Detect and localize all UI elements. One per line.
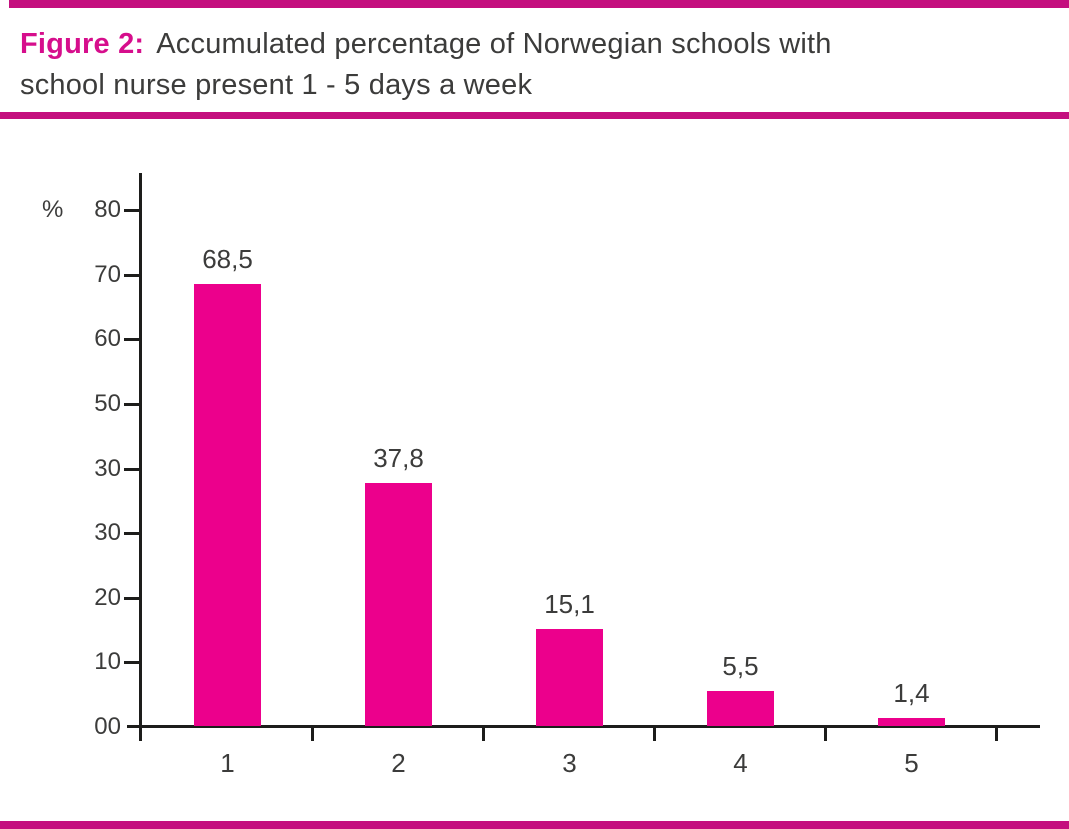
bar-category-4: [707, 691, 774, 726]
caption-text-line-1: Accumulated percentage of Norwegian scho…: [156, 28, 832, 60]
y-axis-tick-label: 80: [94, 196, 121, 223]
bar-category-1: [194, 284, 261, 726]
y-axis-unit-label: %: [42, 196, 64, 223]
bar-value-label: 68,5: [202, 244, 253, 275]
bar-value-label: 15,1: [544, 589, 595, 620]
y-axis-tick: [124, 273, 139, 277]
x-axis-tick: [311, 727, 314, 741]
x-axis-tick: [824, 727, 827, 741]
y-axis-tick-label: 10: [94, 648, 121, 676]
x-axis-category-label: 1: [220, 748, 235, 778]
top-accent-rule: [9, 0, 1069, 8]
caption-line-1: Figure 2: Accumulated percentage of Norwe…: [20, 24, 1050, 65]
y-axis-tick: [124, 338, 139, 342]
x-axis-category-label: 2: [391, 748, 406, 778]
y-axis-tick-label: 70: [94, 260, 121, 288]
bar-value-label: 5,5: [722, 651, 759, 682]
bar-value-label: 1,4: [893, 677, 930, 708]
figure-caption: Figure 2: Accumulated percentage of Norwe…: [20, 24, 1050, 106]
y-axis-tick: [124, 209, 139, 212]
y-axis-tick: [124, 596, 139, 600]
caption-divider-rule: [0, 112, 1069, 119]
bar-chart: % 80 70 60 50 30 30 20 10 00 68,5 1 37,8 2 15,1 3 5,5 4 1…: [0, 119, 1069, 821]
y-axis-tick-label: 50: [94, 389, 121, 417]
y-axis-tick-label: 20: [94, 583, 121, 611]
bar-category-2: [365, 482, 432, 726]
y-axis-tick: [124, 532, 139, 536]
x-axis-tick: [139, 727, 142, 741]
x-axis-category-label: 5: [904, 748, 919, 778]
x-axis-line: [127, 725, 1040, 728]
x-axis-category-label: 3: [562, 748, 577, 778]
y-axis-tick: [124, 661, 139, 665]
x-axis-category-label: 4: [733, 748, 748, 778]
bar-value-label: 37,8: [373, 442, 424, 473]
y-axis-tick-label: 60: [94, 325, 121, 353]
x-axis-tick: [482, 727, 485, 741]
figure-number-label: Figure 2:: [20, 28, 145, 60]
y-axis-line: [139, 173, 142, 741]
y-axis-tick: [124, 402, 139, 406]
bar-category-5: [878, 717, 945, 726]
y-axis-tick-label: 30: [94, 519, 121, 547]
bottom-accent-rule: [0, 821, 1069, 829]
bar-category-3: [536, 629, 603, 726]
y-axis-tick-label: 30: [94, 454, 121, 482]
x-axis-tick: [995, 727, 998, 741]
y-axis-tick: [124, 467, 139, 471]
y-axis-tick-label: 00: [94, 713, 121, 740]
x-axis-tick: [653, 727, 656, 741]
caption-line-2: school nurse present 1 - 5 days a week: [20, 69, 533, 101]
